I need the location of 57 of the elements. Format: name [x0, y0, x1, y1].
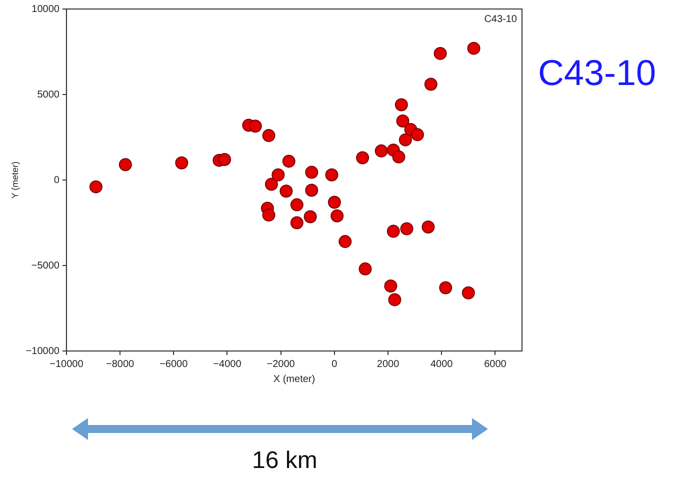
y-axis-title: Y (meter)	[10, 161, 20, 199]
point	[328, 196, 341, 209]
y-tick-label: −5000	[31, 260, 60, 272]
text: C43-10	[538, 52, 656, 94]
point	[386, 224, 400, 238]
point	[422, 220, 435, 234]
y-tick-label: 10000	[32, 4, 60, 15]
point	[424, 78, 438, 91]
y-tick-label: 5000	[37, 89, 60, 100]
point	[262, 208, 276, 222]
point	[384, 280, 398, 293]
x-tick-label: 6000	[484, 358, 507, 370]
point	[462, 286, 475, 300]
x-axis-title: X (meter)	[273, 374, 316, 385]
point	[467, 42, 480, 55]
point	[392, 150, 406, 164]
y-tick-label: −10000	[26, 346, 60, 357]
point	[282, 154, 296, 168]
point	[264, 178, 278, 191]
point	[280, 184, 293, 198]
x-tick-label: 2000	[376, 358, 400, 370]
point	[410, 128, 424, 142]
x-tick-label: 4000	[430, 358, 454, 370]
point	[439, 281, 452, 294]
point	[358, 262, 372, 276]
x-tick-label: 0	[332, 358, 338, 370]
point	[338, 235, 352, 248]
point	[175, 156, 188, 170]
point	[325, 168, 338, 182]
point	[400, 222, 414, 236]
point	[290, 216, 304, 230]
x-tick-label: −2000	[266, 358, 296, 370]
point	[394, 98, 408, 112]
point	[262, 129, 276, 142]
point	[396, 114, 410, 128]
x-tick-label: −8000	[106, 358, 135, 370]
point	[356, 151, 370, 164]
point	[305, 166, 318, 179]
point	[388, 293, 402, 306]
point	[272, 168, 285, 182]
point	[89, 180, 102, 194]
point	[304, 210, 317, 224]
point	[218, 152, 232, 166]
point	[374, 144, 388, 158]
text: 16 km	[252, 447, 318, 475]
point	[434, 46, 447, 60]
x-tick-label: −4000	[213, 358, 242, 370]
point	[290, 198, 304, 212]
y-tick-label: 0	[54, 174, 60, 186]
x-tick-label: −10000	[50, 358, 84, 370]
point	[398, 133, 412, 146]
annotation: C43-10	[484, 14, 518, 25]
point	[305, 184, 318, 197]
x-tick-label: −6000	[160, 358, 188, 370]
point	[248, 120, 262, 133]
point	[118, 158, 132, 172]
point	[330, 209, 344, 222]
